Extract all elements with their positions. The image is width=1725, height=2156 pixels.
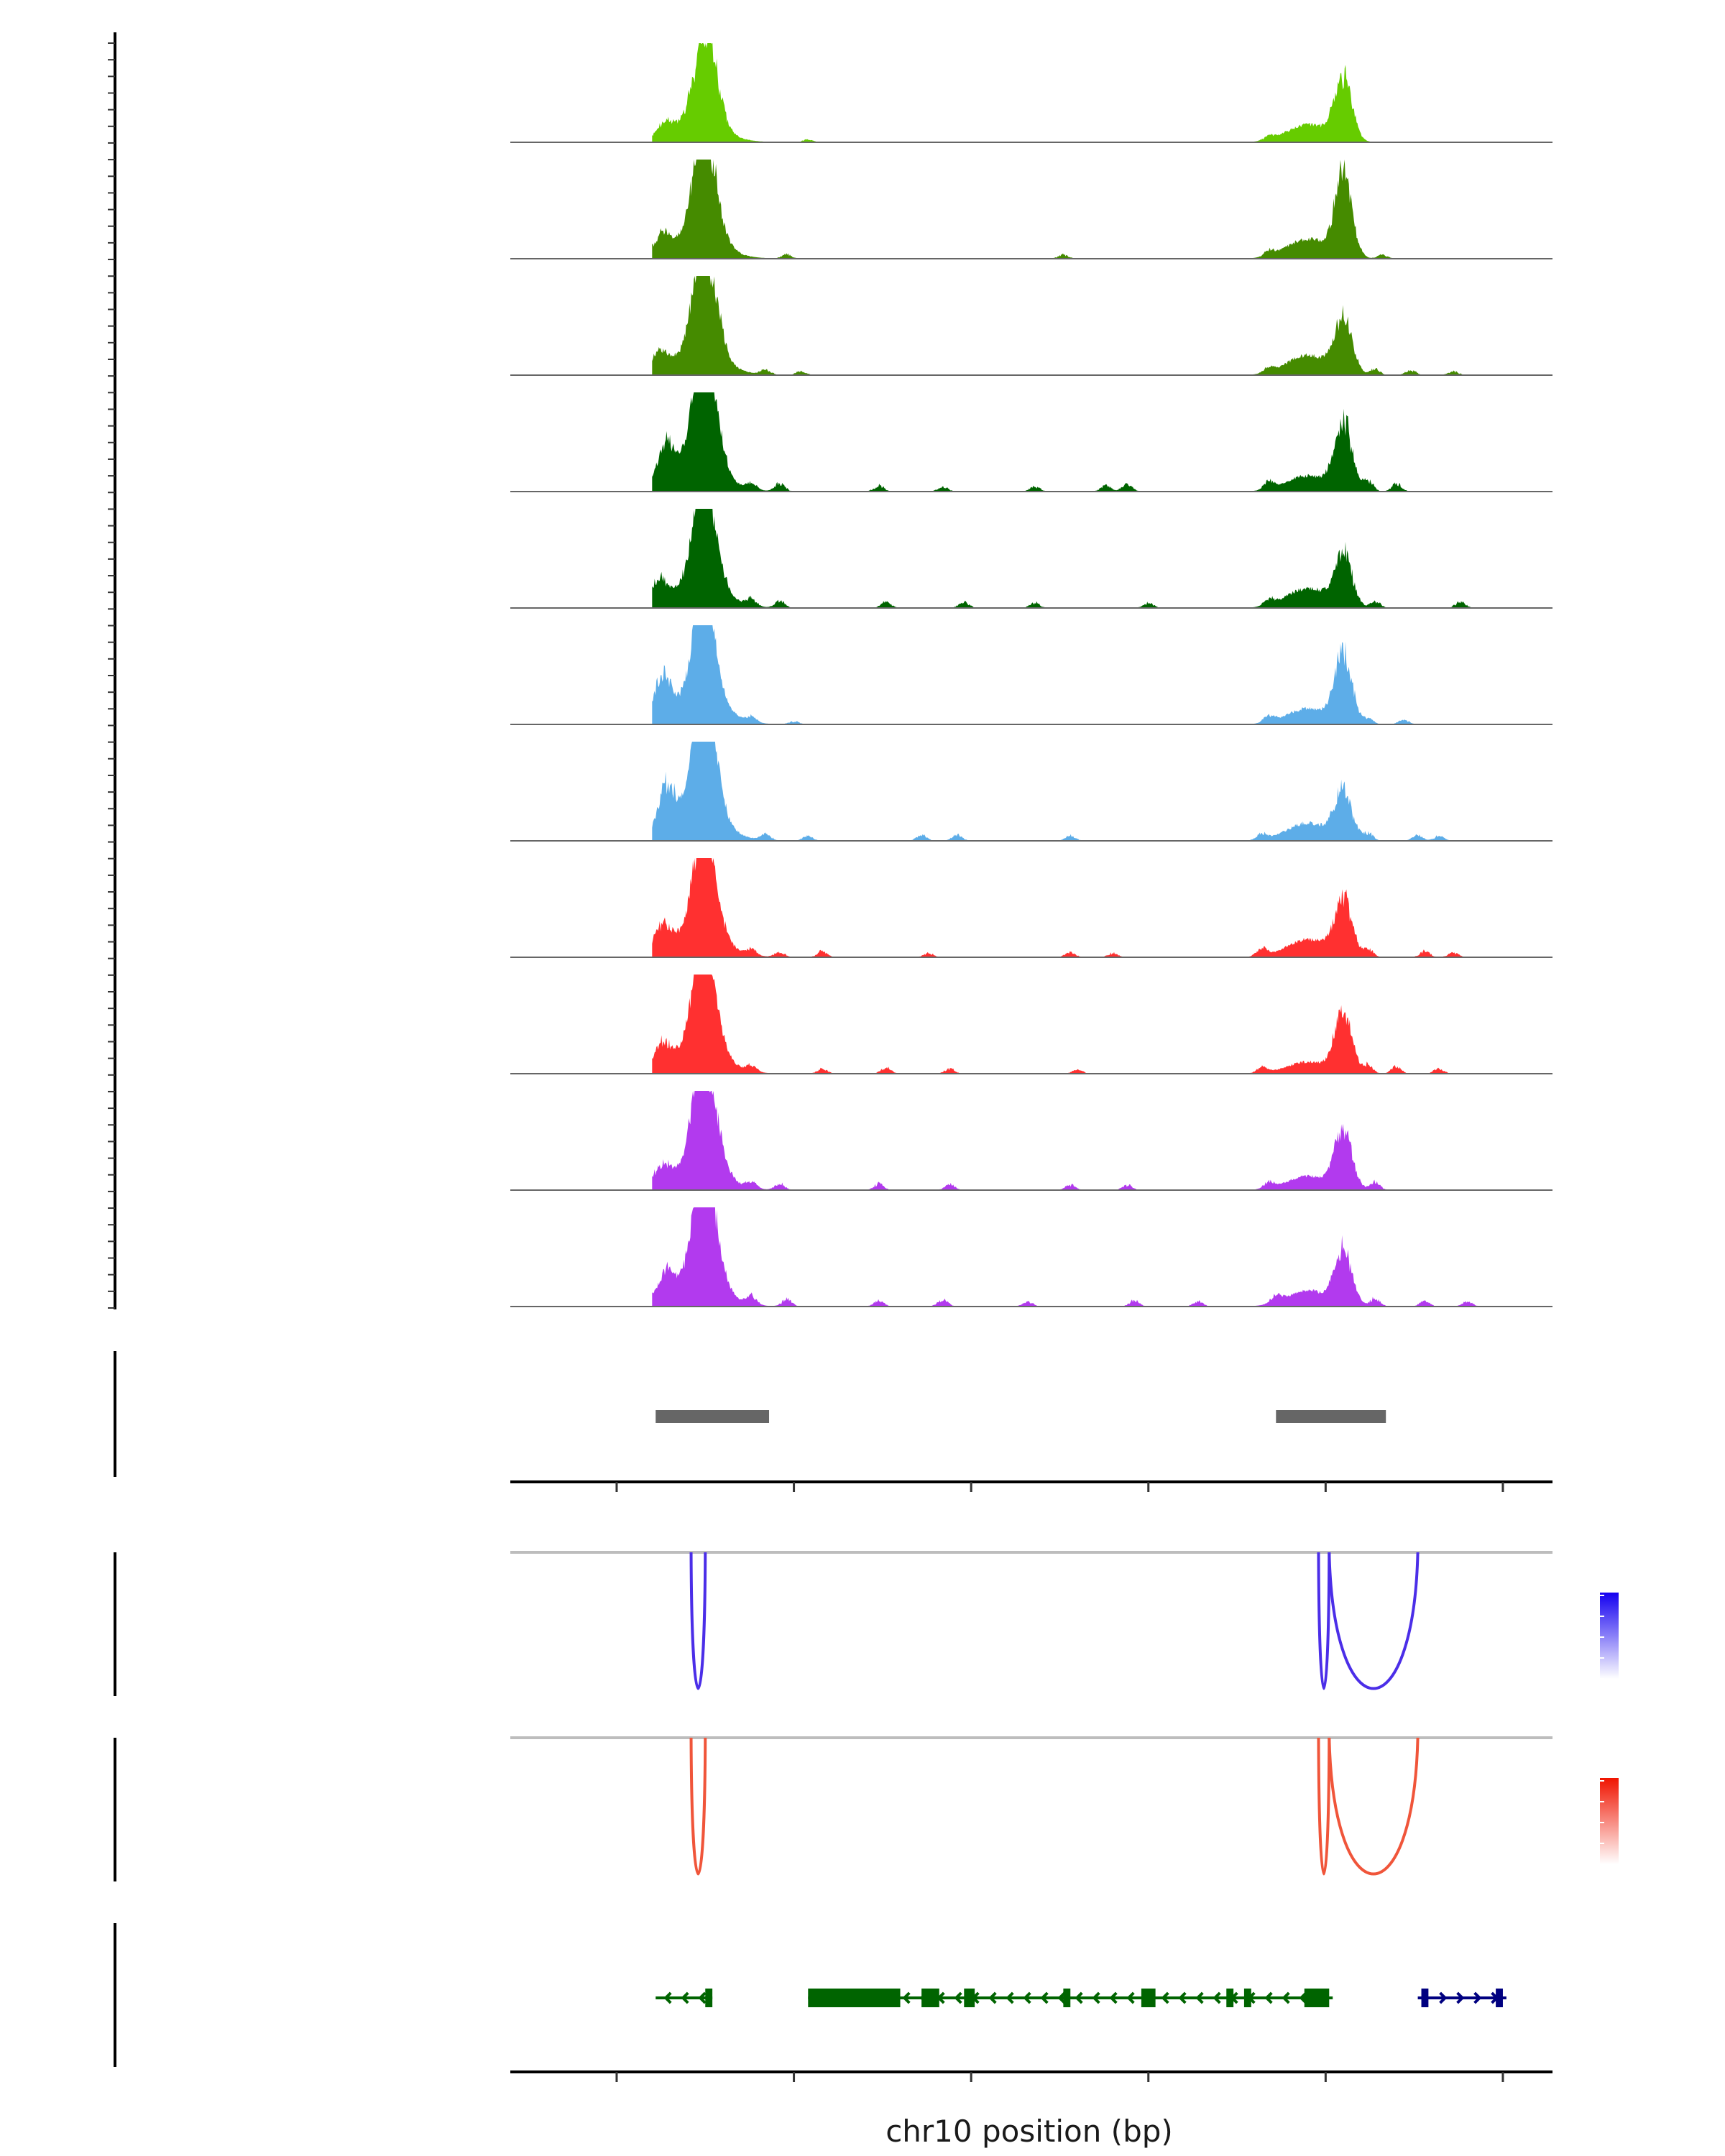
coverage-area [652, 858, 1489, 957]
link-arc [1317, 1737, 1331, 1876]
coverage-track [510, 858, 1552, 958]
gene-strand-arrow [1092, 1991, 1100, 2004]
links-panel [114, 1551, 1619, 1881]
gene-strand-arrow [1023, 1991, 1031, 2004]
peaks-panel [114, 1351, 1552, 1492]
peak-bar [1276, 1410, 1386, 1423]
gene-exon [921, 1989, 939, 2007]
links-track [114, 1736, 1619, 1881]
gene-strand-arrow [1439, 1991, 1448, 2004]
gene-strand-arrow [988, 1991, 997, 2004]
gene-exon [1421, 1989, 1429, 2007]
coverage-track [510, 43, 1552, 143]
coverage-track [510, 1207, 1552, 1307]
gene-model [1417, 1989, 1506, 2007]
coverage-track [510, 276, 1552, 376]
gene-strand-arrow [902, 1991, 911, 2004]
gene-strand-arrow [1213, 1991, 1221, 2004]
gene-strand-arrow [681, 1991, 689, 2004]
coverage-track [510, 392, 1552, 492]
coverage-area [652, 625, 1489, 724]
gene-strand-arrow [1282, 1991, 1290, 2004]
links-legend-colorbar [1600, 1593, 1619, 1679]
gene-strand-arrow [1109, 1991, 1118, 2004]
gene-strand-arrow [1057, 1991, 1066, 2004]
gene-strand-arrow [1178, 1991, 1187, 2004]
coverage-area [652, 276, 1489, 375]
coverage-area [652, 43, 1489, 142]
gene-strand-arrow [1075, 1991, 1083, 2004]
gene-strand-arrow [1040, 1991, 1049, 2004]
gene-strand-arrow [1264, 1991, 1273, 2004]
coverage-area [652, 1207, 1489, 1307]
links-track [114, 1551, 1619, 1696]
gene-model [656, 1989, 713, 2007]
coverage-track [510, 625, 1552, 725]
coverage-panel [108, 32, 1552, 1309]
gene-strand-arrow [1161, 1991, 1169, 2004]
coverage-track [510, 742, 1552, 842]
gene-exon [705, 1989, 713, 2007]
link-arc [1328, 1737, 1420, 1876]
coverage-area [652, 509, 1489, 608]
coverage-area [652, 392, 1489, 492]
gene-exon [964, 1989, 975, 2007]
peak-bar [656, 1410, 770, 1423]
coverage-area [652, 1091, 1489, 1190]
gene-exon [1304, 1989, 1330, 2007]
links-legend-colorbar [1600, 1778, 1619, 1864]
coverage-track [510, 975, 1552, 1074]
coverage-area [652, 742, 1489, 841]
gene-strand-arrow [1456, 1991, 1465, 2004]
gene-strand-arrow [698, 1991, 707, 2004]
gene-exon [808, 1989, 901, 2007]
link-arc [689, 1737, 707, 1876]
gene-exon [1243, 1989, 1251, 2007]
gene-exon [1063, 1989, 1071, 2007]
coverage-area [652, 160, 1489, 259]
x-axis-title: chr10 position (bp) [886, 2114, 1173, 2149]
link-arc [1328, 1552, 1420, 1690]
gene-strand-arrow [954, 1991, 962, 2004]
coverage-track [510, 1091, 1552, 1191]
coverage-track [510, 160, 1552, 259]
gene-strand-arrow [1195, 1991, 1204, 2004]
gene-strand-arrow [1006, 1991, 1014, 2004]
coverage-track [510, 509, 1552, 609]
gene-exon [1226, 1989, 1234, 2007]
gene-strand-arrow [663, 1991, 672, 2004]
coverage-area [652, 975, 1489, 1074]
link-arc [1317, 1552, 1331, 1690]
genes-panel [114, 1923, 1552, 2082]
gene-strand-arrow [1126, 1991, 1135, 2004]
gene-strand-arrow [1473, 1991, 1482, 2004]
gene-model [808, 1989, 1333, 2007]
gene-exon [1496, 1989, 1503, 2007]
link-arc [689, 1552, 707, 1690]
gene-exon [1141, 1989, 1156, 2007]
